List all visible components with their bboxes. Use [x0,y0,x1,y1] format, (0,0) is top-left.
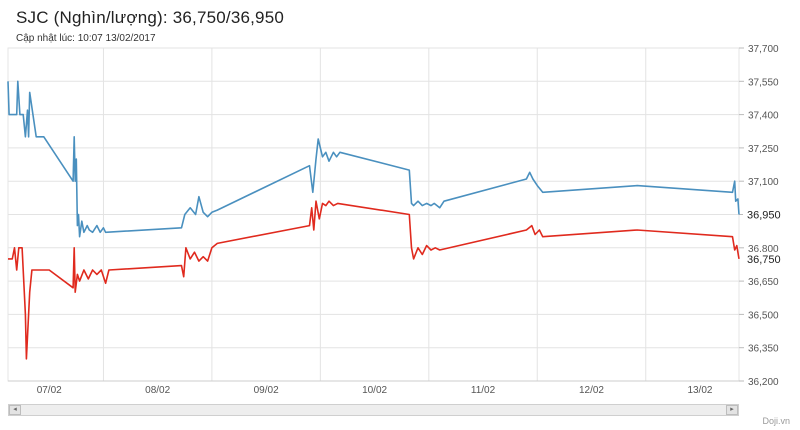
y-tick-label: 36,800 [748,244,779,255]
x-tick-label: 12/02 [579,385,604,396]
y-tick-label: 36,650 [748,277,779,288]
series-line-1 [8,200,740,360]
last-value-bg [743,207,797,222]
x-axis-ticks: 07/02 08/02 09/02 10/02 11/02 12/02 13/02 [8,380,739,396]
series-line-0 [7,80,740,238]
y-tick-label: 36,500 [748,310,779,321]
gold-price-chart: 36,200 36,350 36,500 36,650 36,800 36,950 37,1… [7,44,797,396]
y-tick-label: 36,350 [748,344,779,355]
last-value-bg [743,251,797,266]
y-grid [8,47,739,382]
y-tick-label: 36,200 [748,377,779,388]
update-timestamp: Cập nhật lúc: 10:07 13/02/2017 [16,33,156,44]
chart-scrollbar[interactable]: ◂ ▸ [8,404,739,416]
series-layer [7,80,740,360]
y-tick-label: 37,400 [748,111,779,122]
last-value-label: 36,750 [747,254,781,266]
last-value-labels: 36,950 36,750 [743,207,797,266]
y-tick-label: 37,550 [748,77,779,88]
x-tick-label: 10/02 [362,385,387,396]
x-tick-label: 07/02 [37,385,62,396]
last-value-label: 36,950 [747,210,781,222]
source-credit: Doji.vn [762,416,790,426]
x-tick-label: 09/02 [254,385,279,396]
x-tick-label: 11/02 [471,385,496,396]
chart-title: SJC (Nghìn/lượng): 36,750/36,950 [16,8,285,27]
y-tick-label: 37,100 [748,177,779,188]
y-tick-label: 37,250 [748,144,779,155]
scroll-left-button[interactable]: ◂ [9,405,21,415]
x-grid [102,48,647,381]
x-tick-label: 08/02 [145,385,170,396]
scroll-right-button[interactable]: ▸ [726,405,738,415]
y-tick-label: 37,700 [748,44,779,55]
x-tick-label: 13/02 [687,385,712,396]
